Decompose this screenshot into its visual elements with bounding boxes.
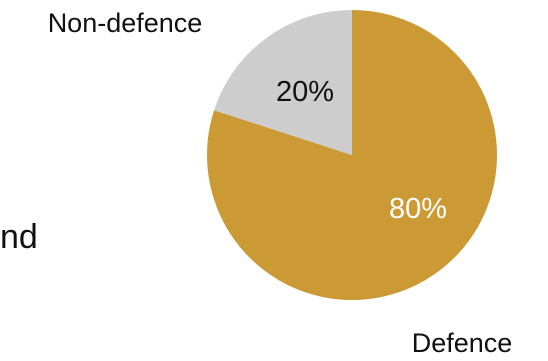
pie-slices: [207, 10, 497, 300]
category-label-non-defence: Non-defence: [48, 8, 203, 38]
pie-slice-non-defence: [214, 10, 352, 155]
background-text-fragment: nd: [0, 218, 38, 256]
category-label-defence: Defence: [412, 328, 513, 358]
percent-label-defence: 80%: [389, 193, 447, 225]
percent-label-non-defence: 20%: [276, 76, 334, 108]
